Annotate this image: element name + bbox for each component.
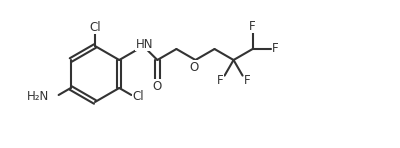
Text: F: F (244, 74, 251, 87)
Text: F: F (217, 74, 224, 87)
Text: Cl: Cl (132, 90, 144, 103)
Text: O: O (153, 79, 162, 92)
Text: HN: HN (136, 37, 153, 50)
Text: Cl: Cl (89, 21, 101, 33)
Text: F: F (272, 41, 279, 54)
Text: F: F (249, 20, 256, 33)
Text: H₂N: H₂N (26, 90, 49, 103)
Text: O: O (190, 61, 199, 74)
